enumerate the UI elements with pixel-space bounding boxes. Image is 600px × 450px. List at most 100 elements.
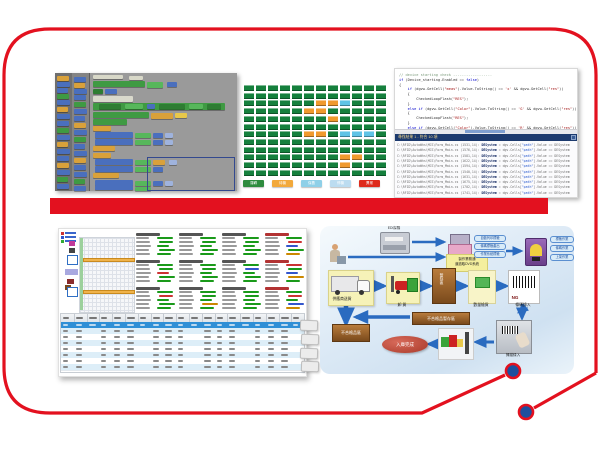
table-cell-bar <box>280 342 288 344</box>
group-value-bar <box>202 276 218 278</box>
group-label-bar <box>179 237 192 239</box>
palette-block <box>57 100 70 105</box>
table-cell-bar <box>178 330 184 332</box>
truck-wheel <box>359 290 364 295</box>
code-block <box>93 119 127 125</box>
table-header-cell <box>202 314 216 322</box>
table-cell-bar <box>255 330 260 332</box>
group-label-bar <box>179 295 193 297</box>
flow-node-quantity-check <box>468 270 496 304</box>
table-row <box>61 364 304 371</box>
group-value-bar <box>286 291 302 293</box>
group-value-bar <box>286 245 298 247</box>
machine-cell <box>351 168 363 177</box>
table-cell-bar <box>101 342 107 344</box>
table-cell-bar <box>63 342 68 344</box>
block-canvas <box>89 73 237 191</box>
palette-block <box>74 95 86 100</box>
table-cell-bar <box>152 360 159 362</box>
code-block <box>93 146 115 151</box>
table-cell-bar <box>75 336 82 338</box>
palette-block <box>57 76 69 81</box>
group-value-bar <box>243 299 255 301</box>
group-label-bar <box>222 303 235 305</box>
table-cell-bar <box>216 360 222 362</box>
code-block <box>93 126 111 131</box>
code-scrollbar-thumb <box>465 130 505 133</box>
header-label-bar <box>152 317 160 319</box>
group-value-bar <box>157 291 173 293</box>
table-cell-bar <box>229 330 236 332</box>
group-value-bar <box>288 249 304 251</box>
mini-legend-dot <box>61 236 64 239</box>
find-results-panel: 尋找結果 1 - 符合 10 項 C:\RFID\AutoWhs\MCS\For… <box>395 134 577 197</box>
machine-icon <box>67 287 78 297</box>
header-label-bar <box>229 317 237 319</box>
palette-block <box>74 144 85 149</box>
table-cell-bar <box>101 348 107 350</box>
flow-node-scanner <box>496 320 532 354</box>
group-label-bar <box>179 249 192 251</box>
table-cell-bar <box>203 360 211 362</box>
group-value-bar <box>243 237 259 239</box>
status-grid-legend: 運轉 待機 保養 停機 異常 <box>243 180 388 190</box>
flow-node-reject-box: 不合格品區 <box>332 324 370 342</box>
table-header-cell <box>240 314 254 322</box>
find-results-title: 尋找結果 1 - 符合 10 項 <box>395 134 577 141</box>
group-value-bar <box>243 253 257 255</box>
table-cell-bar <box>203 348 211 350</box>
palette-block <box>57 107 68 112</box>
palette-block <box>74 83 85 88</box>
table-cell-bar <box>101 324 107 326</box>
group-value-bar <box>200 291 216 293</box>
palette-block <box>57 128 69 133</box>
table-cell-bar <box>267 348 274 350</box>
code-block <box>207 104 221 109</box>
device-window <box>530 244 542 256</box>
code-block <box>93 153 111 158</box>
code-block <box>147 82 163 88</box>
monitor-data-panels <box>135 232 304 312</box>
group-value-bar <box>157 237 173 239</box>
palette-block <box>74 123 86 128</box>
group-label-bar <box>179 307 193 309</box>
machine-cell <box>339 168 351 177</box>
table-header-cell <box>151 314 165 322</box>
flow-chip: 標籤作業 <box>550 236 574 243</box>
mini-legend-bar <box>65 236 76 238</box>
machine-cell <box>255 168 267 177</box>
group-value-bar <box>202 249 218 251</box>
header-label-bar <box>255 317 261 319</box>
table-cell-bar <box>152 336 159 338</box>
group-label-bar <box>222 295 236 297</box>
group-label-bar <box>179 303 192 305</box>
table-cell-bar <box>267 360 274 362</box>
check-display <box>475 277 490 288</box>
page-curl-tab <box>300 360 320 373</box>
flow-chip: 自動列印標籤 <box>474 235 506 242</box>
table-cell-bar <box>101 354 107 356</box>
code-block <box>135 133 151 138</box>
close-icon <box>571 135 576 140</box>
table-cell-bar <box>216 336 222 338</box>
code-block <box>165 140 173 145</box>
group-header-bar <box>222 260 246 263</box>
table-cell-bar <box>75 360 82 362</box>
table-cell-bar <box>216 354 222 356</box>
machine-icon <box>65 269 78 275</box>
code-block <box>175 113 187 118</box>
truck-wheel <box>335 290 340 295</box>
table-body <box>61 322 304 371</box>
table-cell-bar <box>114 348 121 350</box>
machine-cell <box>303 168 315 177</box>
group-label-bar <box>222 291 235 293</box>
legend-chip: 保養 <box>301 180 322 187</box>
header-label-bar <box>203 317 212 319</box>
table-header-cell <box>112 314 126 322</box>
mini-legend-dot <box>61 240 64 243</box>
forklift-mast <box>391 276 394 292</box>
table-cell-bar <box>75 342 82 344</box>
table-header-cell <box>61 314 75 322</box>
printer-base <box>383 245 406 250</box>
